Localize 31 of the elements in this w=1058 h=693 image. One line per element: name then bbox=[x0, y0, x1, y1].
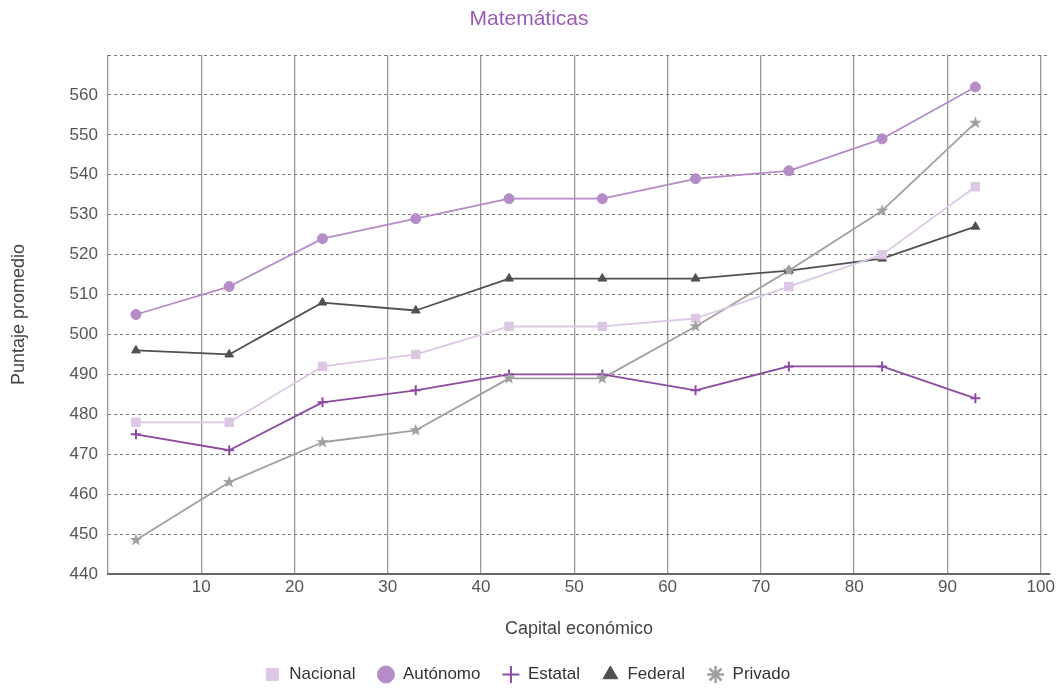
x-tick-label: 80 bbox=[844, 576, 864, 596]
y-tick-label: 560 bbox=[69, 84, 98, 104]
legend-label: Nacional bbox=[289, 664, 356, 684]
y-tick-label: 440 bbox=[69, 563, 98, 583]
y-tick-label: 510 bbox=[69, 284, 98, 304]
x-tick-label: 50 bbox=[564, 576, 584, 596]
y-tick-label: 520 bbox=[69, 244, 98, 264]
y-tick-label: 490 bbox=[69, 364, 98, 384]
x-tick-label: 10 bbox=[191, 576, 211, 596]
chart-title: Matemáticas bbox=[468, 6, 590, 30]
x-tick-label: 40 bbox=[471, 576, 491, 596]
x-tick-label: 30 bbox=[378, 576, 398, 596]
x-tick-label: 20 bbox=[285, 576, 304, 596]
x-tick-label: 70 bbox=[751, 576, 771, 596]
y-tick-label: 540 bbox=[69, 164, 98, 184]
y-tick-label: 450 bbox=[69, 523, 98, 543]
x-tick-label: 100 bbox=[1026, 576, 1055, 596]
y-tick-label: 530 bbox=[69, 204, 98, 224]
y-tick-label: 460 bbox=[69, 483, 98, 503]
x-axis-title: Capital económico bbox=[504, 618, 654, 639]
x-tick-label: 60 bbox=[658, 576, 678, 596]
legend-label: Estatal bbox=[527, 664, 580, 684]
y-tick-label: 480 bbox=[69, 404, 98, 423]
y-axis-title: Puntaje promedio bbox=[7, 243, 28, 386]
legend-label: Federal bbox=[627, 664, 686, 684]
y-tick-label: 500 bbox=[69, 324, 98, 344]
legend-label: Privado bbox=[732, 664, 791, 684]
y-tick-label: 470 bbox=[69, 443, 98, 463]
y-tick-label: 550 bbox=[69, 124, 98, 144]
legend-label: Autónomo bbox=[402, 664, 481, 684]
x-tick-label: 90 bbox=[937, 576, 957, 596]
